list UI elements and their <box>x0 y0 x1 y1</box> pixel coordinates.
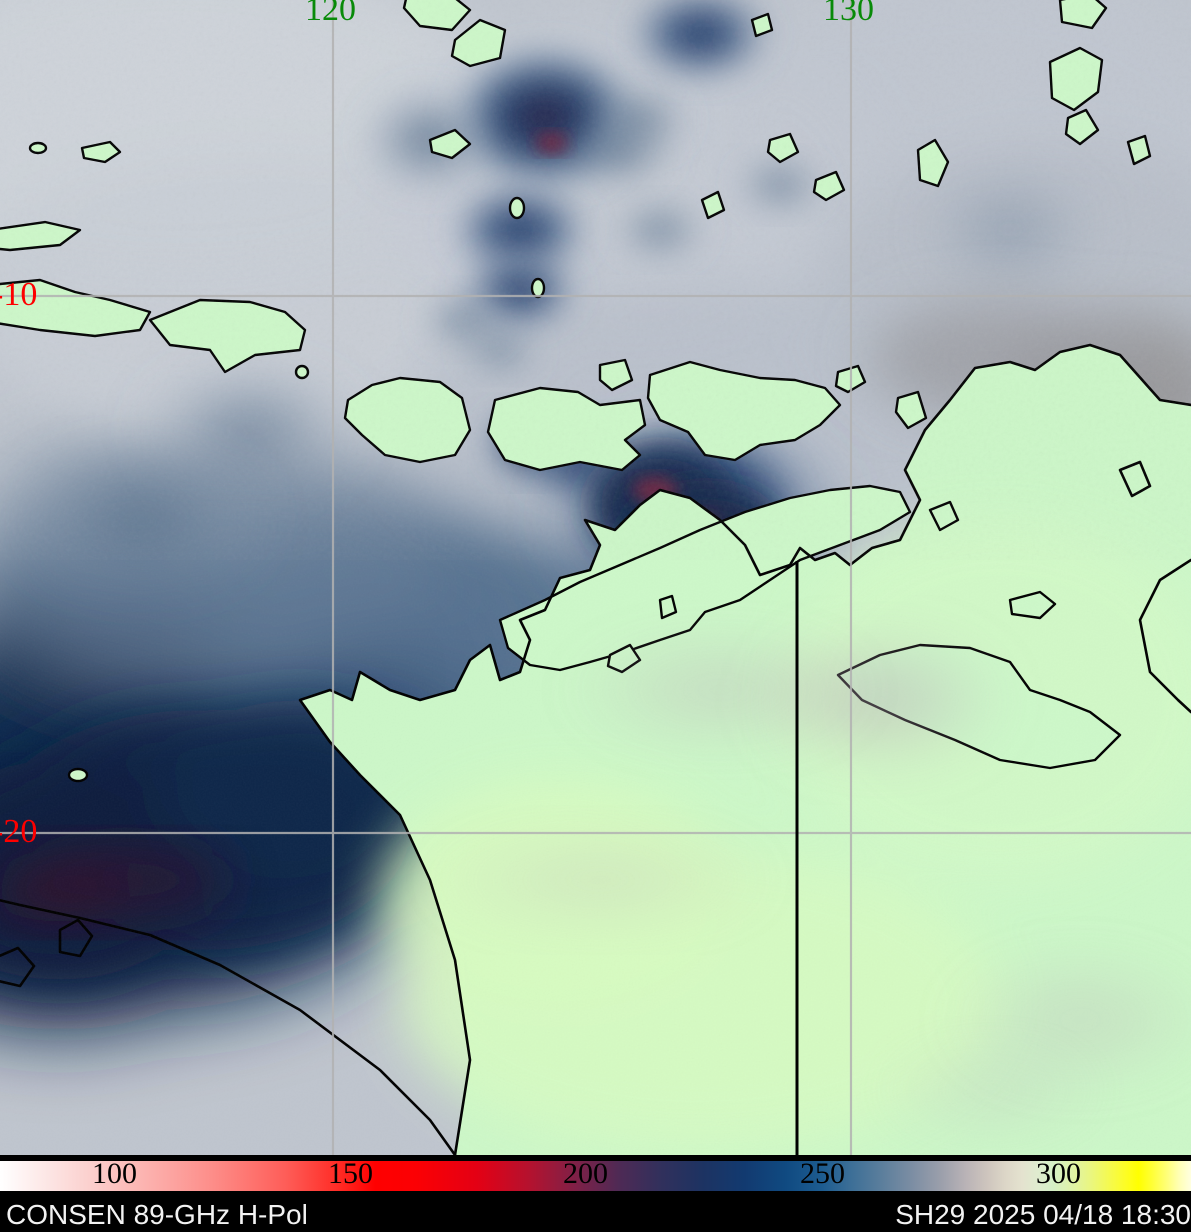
sensor-noise-overlay-upper <box>0 0 1191 560</box>
microwave-brightness-temperature-map[interactable]: 120 130 -10 -20 <box>0 0 1191 1155</box>
storm-datetime-label: SH29 2025 04/18 18:30 <box>895 1199 1191 1230</box>
map-canvas <box>0 0 1191 1155</box>
colorbar-gradient <box>0 1159 1191 1193</box>
colorbar-border <box>0 1159 1191 1193</box>
colorbar-panel <box>0 1155 1191 1197</box>
land-cloud-shading <box>420 630 1191 1140</box>
footer-bar: CONSEN 89-GHz H-Pol SH29 2025 04/18 18:3… <box>0 1197 1191 1232</box>
graticule-gridlines <box>0 0 1191 1155</box>
product-title-label: CONSEN 89-GHz H-Pol <box>6 1199 308 1230</box>
